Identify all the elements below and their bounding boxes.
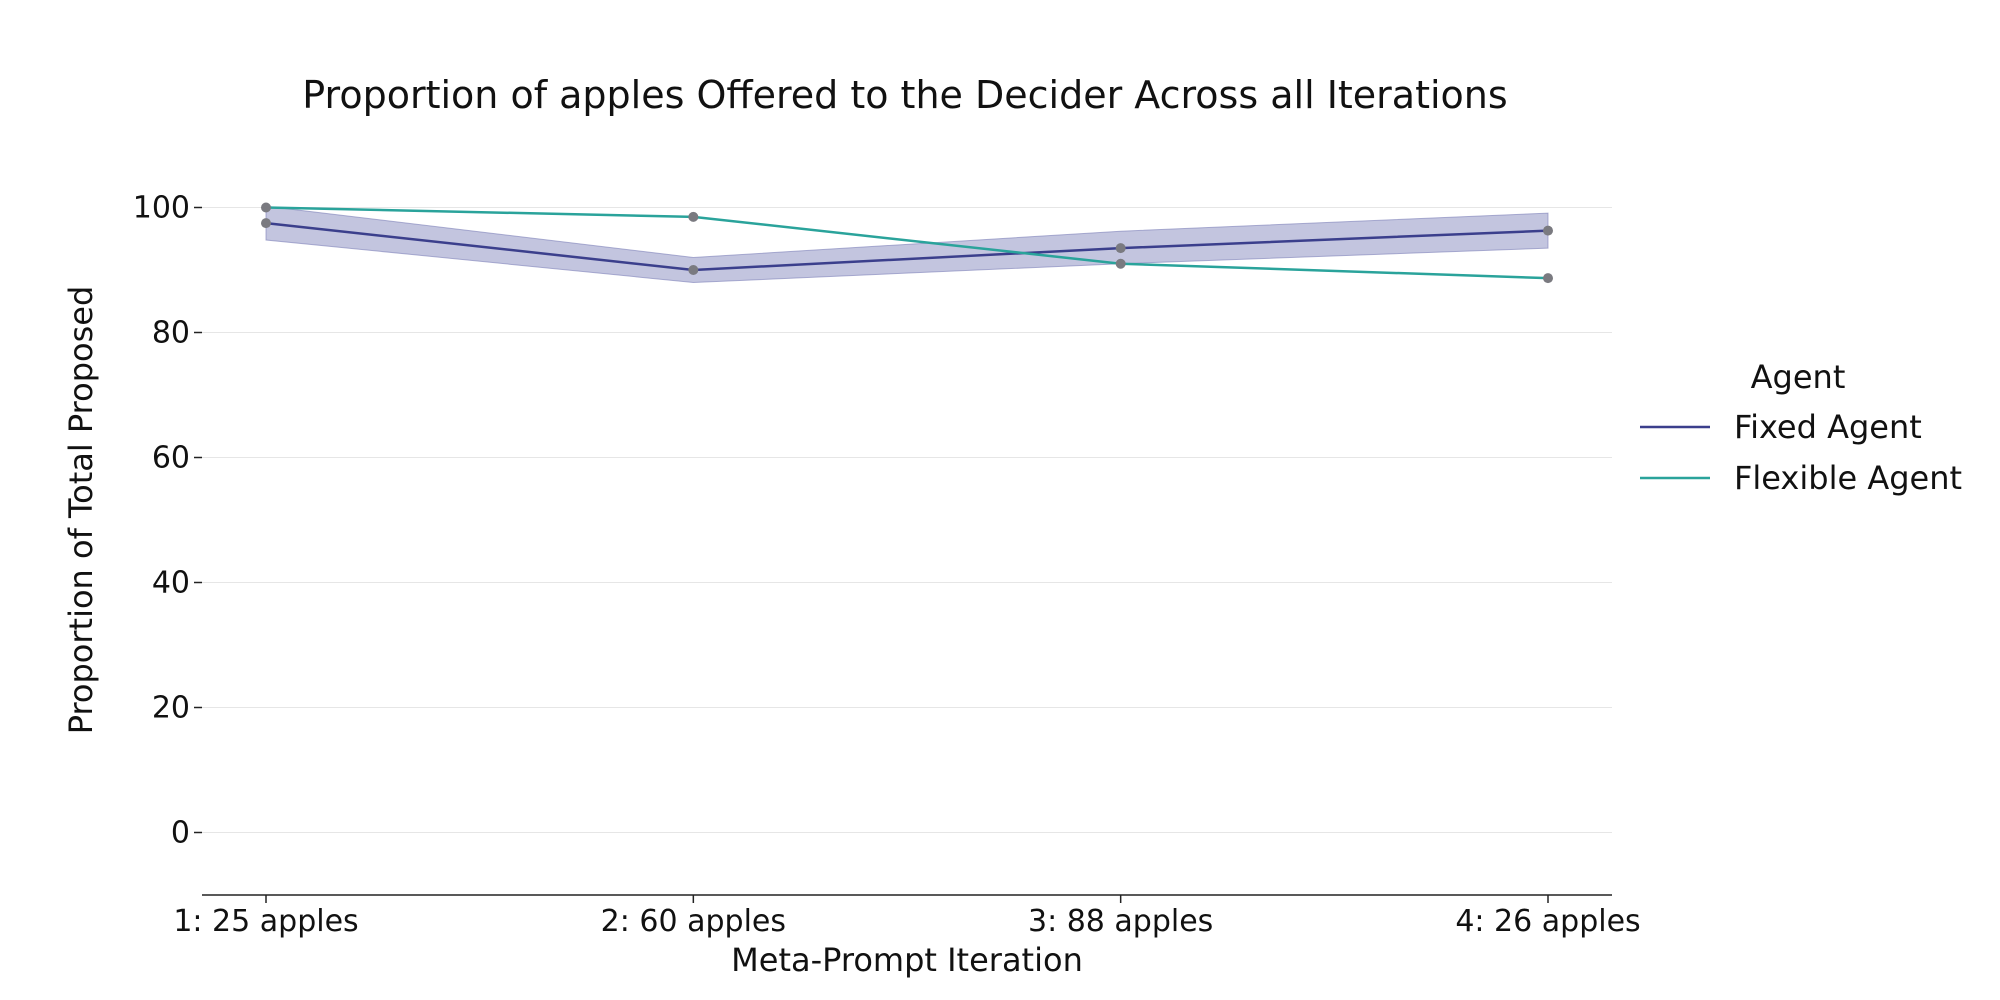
y-tick-label: 100 [133,191,190,226]
series-line-1 [265,206,1549,280]
y-tick-label: 0 [171,816,190,851]
legend-items: Fixed Agent Flexible Agent [1640,408,1962,497]
data-point [688,211,699,222]
y-tick-label: 20 [152,691,190,726]
x-tick-label: 3: 88 apples [1028,904,1213,939]
confidence-band-0 [265,205,1549,284]
legend-title: Agent [1751,358,1846,396]
data-point [1115,258,1126,269]
data-point [261,218,271,229]
x-axis-ticks: 1: 25 apples 2: 60 apples 3: 88 apples 4: 2… [173,895,1641,939]
legend: Agent Fixed Agent Flexible Agent [1640,358,1962,497]
x-tick-label: 1: 25 apples [173,904,358,939]
data-point [1543,273,1553,284]
data-point [1115,243,1126,254]
legend-label: Flexible Agent [1734,459,1962,497]
data-point [688,265,699,275]
confidence-bands [265,205,1549,284]
legend-label: Fixed Agent [1734,408,1922,446]
series-lines [265,206,1549,280]
y-axis-ticks: 0 20 40 60 80 100 [133,191,202,851]
series-markers [261,202,1553,284]
data-point [1543,225,1553,236]
x-tick-label: 2: 60 apples [601,904,786,939]
series-line-0 [265,221,1549,272]
y-axis-label: Proportion of Total Proposed [62,286,100,735]
y-tick-label: 80 [152,316,190,351]
gridlines [202,207,1612,833]
data-point [261,202,271,213]
x-tick-label: 4: 26 apples [1455,904,1640,939]
y-tick-label: 40 [152,566,190,601]
chart-title: Proportion of apples Offered to the Deci… [302,73,1507,117]
y-tick-label: 60 [152,441,190,476]
x-axis-label: Meta-Prompt Iteration [731,941,1083,979]
